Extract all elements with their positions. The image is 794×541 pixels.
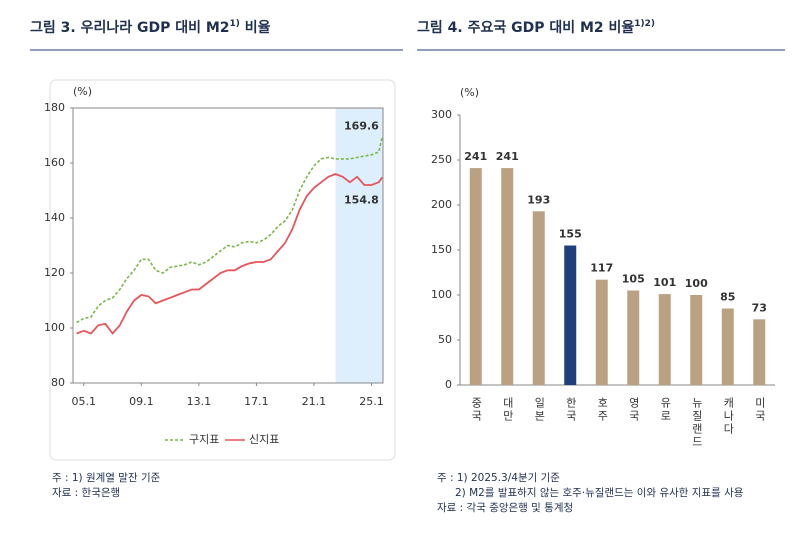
bar bbox=[469, 168, 482, 385]
chart-title: 그림 3. 우리나라 GDP 대비 M21) 비율 bbox=[30, 19, 271, 37]
x-tick-label: 25.1 bbox=[359, 395, 384, 408]
highlight bbox=[335, 108, 383, 383]
x-tick-label: 09.1 bbox=[129, 395, 154, 408]
y-tick-label: 80 bbox=[51, 376, 65, 389]
y-tick-label: 250 bbox=[431, 153, 452, 166]
x-tick-label: 대만 bbox=[501, 397, 514, 423]
x-tick-label: 일본 bbox=[533, 396, 546, 423]
plot-frame bbox=[72, 107, 384, 384]
x-tick-label: 한국 bbox=[564, 397, 577, 423]
y-tick-label: 300 bbox=[431, 108, 452, 121]
y-unit: (%) bbox=[73, 85, 92, 98]
series-line bbox=[76, 173, 384, 335]
value-label: 105 bbox=[622, 273, 645, 286]
value-label: 169.6 bbox=[344, 120, 379, 133]
bar bbox=[501, 168, 514, 385]
x-tick-label: 뉴질랜드 bbox=[690, 397, 703, 449]
value-label: 117 bbox=[590, 262, 613, 275]
note: 주 : 1) 2025.3/4분기 기준 bbox=[437, 472, 560, 484]
series-line bbox=[76, 136, 384, 324]
y-tick-label: 0 bbox=[445, 378, 452, 391]
bar bbox=[564, 245, 577, 385]
value-label: 241 bbox=[496, 150, 519, 163]
y-unit: (%) bbox=[460, 86, 479, 99]
bar bbox=[690, 295, 703, 385]
bar bbox=[753, 319, 766, 385]
value-label: 85 bbox=[720, 291, 735, 304]
x-tick-label: 05.1 bbox=[72, 395, 97, 408]
note: 자료 : 한국은행 bbox=[52, 487, 120, 499]
bar bbox=[658, 294, 671, 385]
y-tick-label: 100 bbox=[431, 288, 452, 301]
x-tick-label: 13.1 bbox=[187, 395, 212, 408]
y-tick-label: 100 bbox=[44, 321, 65, 334]
bar bbox=[532, 211, 545, 385]
bar bbox=[627, 290, 640, 385]
value-label: 241 bbox=[464, 150, 487, 163]
y-tick-label: 50 bbox=[438, 333, 452, 346]
note: 주 : 1) 원계열 말잔 기준 bbox=[52, 472, 161, 484]
x-tick-label: 미국 bbox=[753, 397, 766, 423]
x-tick-label: 캐나다 bbox=[722, 397, 735, 436]
bar bbox=[721, 308, 734, 385]
value-label: 73 bbox=[752, 301, 767, 314]
value-label: 101 bbox=[653, 276, 676, 289]
title-sup: 1)2) bbox=[634, 19, 655, 29]
chart-frame bbox=[49, 79, 396, 461]
title-text: 그림 3. 우리나라 GDP 대비 M2 bbox=[30, 20, 230, 36]
chart-title: 그림 4. 주요국 GDP 대비 M2 비율1)2) bbox=[417, 19, 655, 37]
y-tick-label: 140 bbox=[44, 211, 65, 224]
x-tick-label: 유로 bbox=[659, 397, 672, 423]
note: 2) M2를 발표하지 않는 호주·뉴질랜드는 이와 유사한 지표를 사용 bbox=[455, 486, 744, 499]
y-tick-label: 200 bbox=[431, 198, 452, 211]
x-tick-label: 호주 bbox=[596, 397, 609, 423]
x-tick-label: 중국 bbox=[470, 397, 483, 423]
y-tick-label: 180 bbox=[44, 101, 65, 114]
y-tick-label: 150 bbox=[431, 243, 452, 256]
x-tick-label: 17.1 bbox=[244, 395, 269, 408]
value-label: 193 bbox=[527, 193, 550, 206]
value-label: 100 bbox=[685, 277, 708, 290]
x-tick-label: 영국 bbox=[627, 397, 640, 423]
y-tick-label: 120 bbox=[44, 266, 65, 279]
bar bbox=[595, 279, 608, 385]
value-label: 154.8 bbox=[344, 193, 379, 206]
title-text: 그림 4. 주요국 GDP 대비 M2 비율 bbox=[417, 19, 634, 36]
title-text: 비율 bbox=[240, 19, 271, 36]
title-sup: 1) bbox=[230, 19, 240, 29]
y-tick-label: 160 bbox=[44, 156, 65, 169]
x-tick-label: 21.1 bbox=[302, 395, 327, 408]
legend-label: 신지표 bbox=[249, 433, 279, 446]
legend-label: 구지표 bbox=[189, 433, 219, 446]
note: 자료 : 각국 중앙은행 및 통계청 bbox=[437, 502, 573, 514]
value-label: 155 bbox=[559, 228, 582, 241]
